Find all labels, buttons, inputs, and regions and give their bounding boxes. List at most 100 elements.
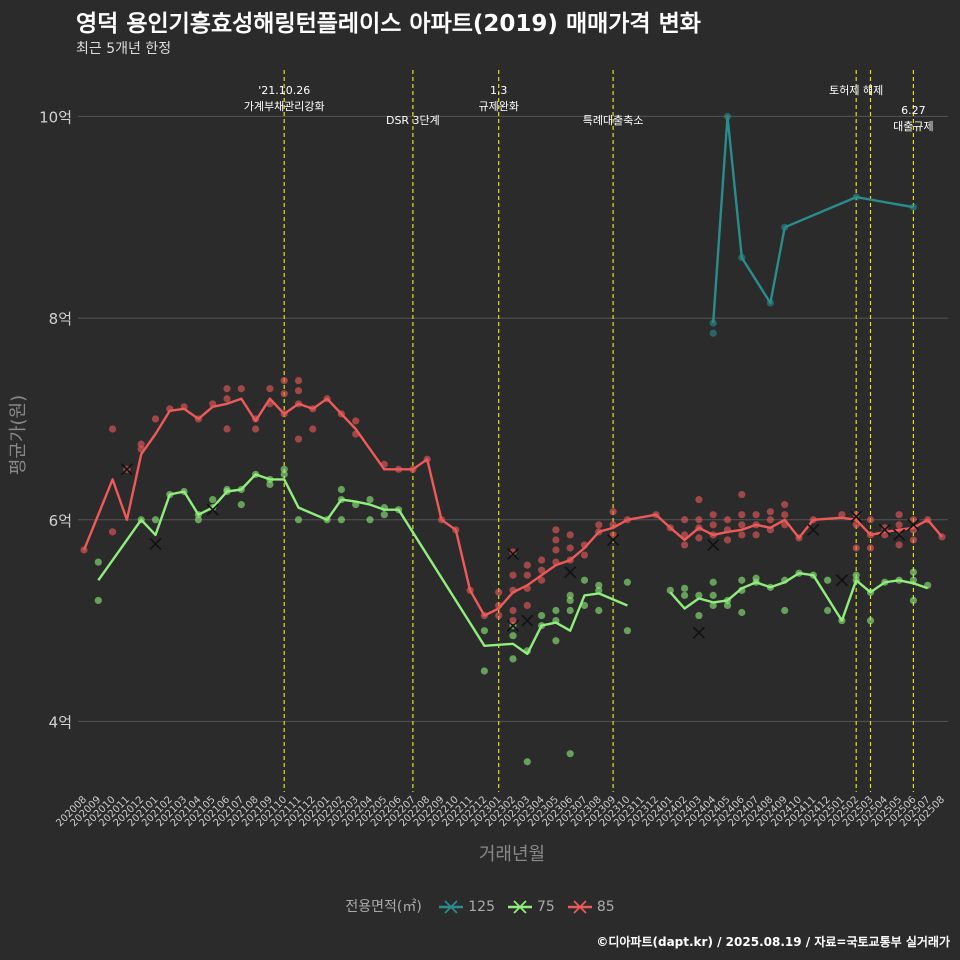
y-tick-label: 6억 [49,512,72,530]
point-85 [109,528,117,536]
point-85 [252,425,260,433]
cross-mark-85 [907,518,920,531]
cross-mark-75 [835,574,848,587]
point-85 [538,556,546,564]
line-125 [712,115,914,324]
point-75 [623,627,632,635]
legend-label-125: 125 [468,899,495,915]
point-85 [895,511,903,519]
legend-key-75 [507,900,532,914]
legend-label-85: 85 [596,899,615,915]
point-85 [766,516,775,524]
event-label: 규제완화 [478,100,518,113]
point-85 [838,511,846,519]
point-75 [280,465,288,473]
y-tick-label: 10억 [39,108,72,126]
point-85 [695,516,703,524]
point-75 [909,596,918,605]
point-85 [495,611,503,620]
point-75 [866,616,875,625]
point-85 [566,531,574,539]
point-75 [94,558,102,566]
chart-title: 영덕 용인기흥효성해링턴플레이스 아파트(2019) 매매가격 변화 [76,11,701,37]
point-75 [595,606,603,615]
point-75 [681,591,689,599]
cross-mark-85 [506,547,520,561]
point-75 [538,611,546,620]
line-75 [669,572,929,622]
point-75 [266,480,274,489]
point-85 [137,440,145,448]
line-85 [82,397,943,617]
point-85 [151,415,160,423]
point-75 [552,637,560,645]
point-75 [709,601,717,610]
point-85 [852,544,860,552]
cross-mark-85 [564,566,577,579]
point-75 [738,608,746,617]
y-axis: 4억 6억 8억 10억 [39,108,72,731]
point-75 [824,606,832,615]
point-85 [681,531,689,539]
point-85 [280,390,288,398]
event-label: 토허제 해제 [829,83,883,97]
point-85 [752,531,760,539]
point-75 [280,470,288,478]
point-75 [366,516,374,524]
legend-item-125: 125 [438,899,495,915]
cross-mark-85 [607,533,620,546]
point-85 [738,511,746,519]
cross-mark-85 [807,523,820,536]
point-75 [480,627,488,635]
point-85 [723,536,732,544]
legend-key-125 [439,900,464,914]
legend-item-85: 85 [567,899,615,915]
point-75 [151,516,160,524]
series-75 [94,465,932,766]
point-85 [909,536,918,544]
point-85 [294,387,303,395]
point-85 [509,606,517,615]
point-75 [709,578,717,586]
point-75 [824,576,832,584]
point-85 [681,516,689,524]
cross-mark-85 [850,510,863,523]
point-75 [509,655,517,663]
point-125 [709,319,717,327]
point-85 [695,534,703,542]
point-85 [681,541,689,549]
cross-mark-75 [506,619,520,632]
event-label: 6.27 [901,104,926,117]
point-75 [738,576,746,584]
point-85 [523,571,531,579]
event-label: 대출규제 [893,120,933,133]
point-85 [223,385,231,393]
y-tick-label: 8억 [49,310,72,328]
point-75 [595,586,603,594]
cross-mark-75 [521,614,534,627]
point-75 [695,591,703,599]
point-75 [566,606,574,615]
point-85 [352,417,360,425]
point-85 [523,561,531,569]
point-85 [766,508,775,516]
series-85 [80,377,946,625]
point-75 [480,667,488,675]
cross-mark-85 [893,528,906,541]
point-85 [538,576,546,584]
event-label: 1.3 [490,84,508,97]
point-75 [623,578,632,586]
event-label: 가계부채관리강화 [244,100,325,113]
point-85 [881,524,889,532]
point-85 [895,541,903,549]
point-75 [523,758,531,766]
point-75 [509,632,517,640]
point-85 [781,501,789,509]
point-75 [209,495,217,504]
point-75 [294,516,303,524]
point-85 [895,521,903,529]
point-85 [294,377,303,385]
point-85 [309,425,317,433]
